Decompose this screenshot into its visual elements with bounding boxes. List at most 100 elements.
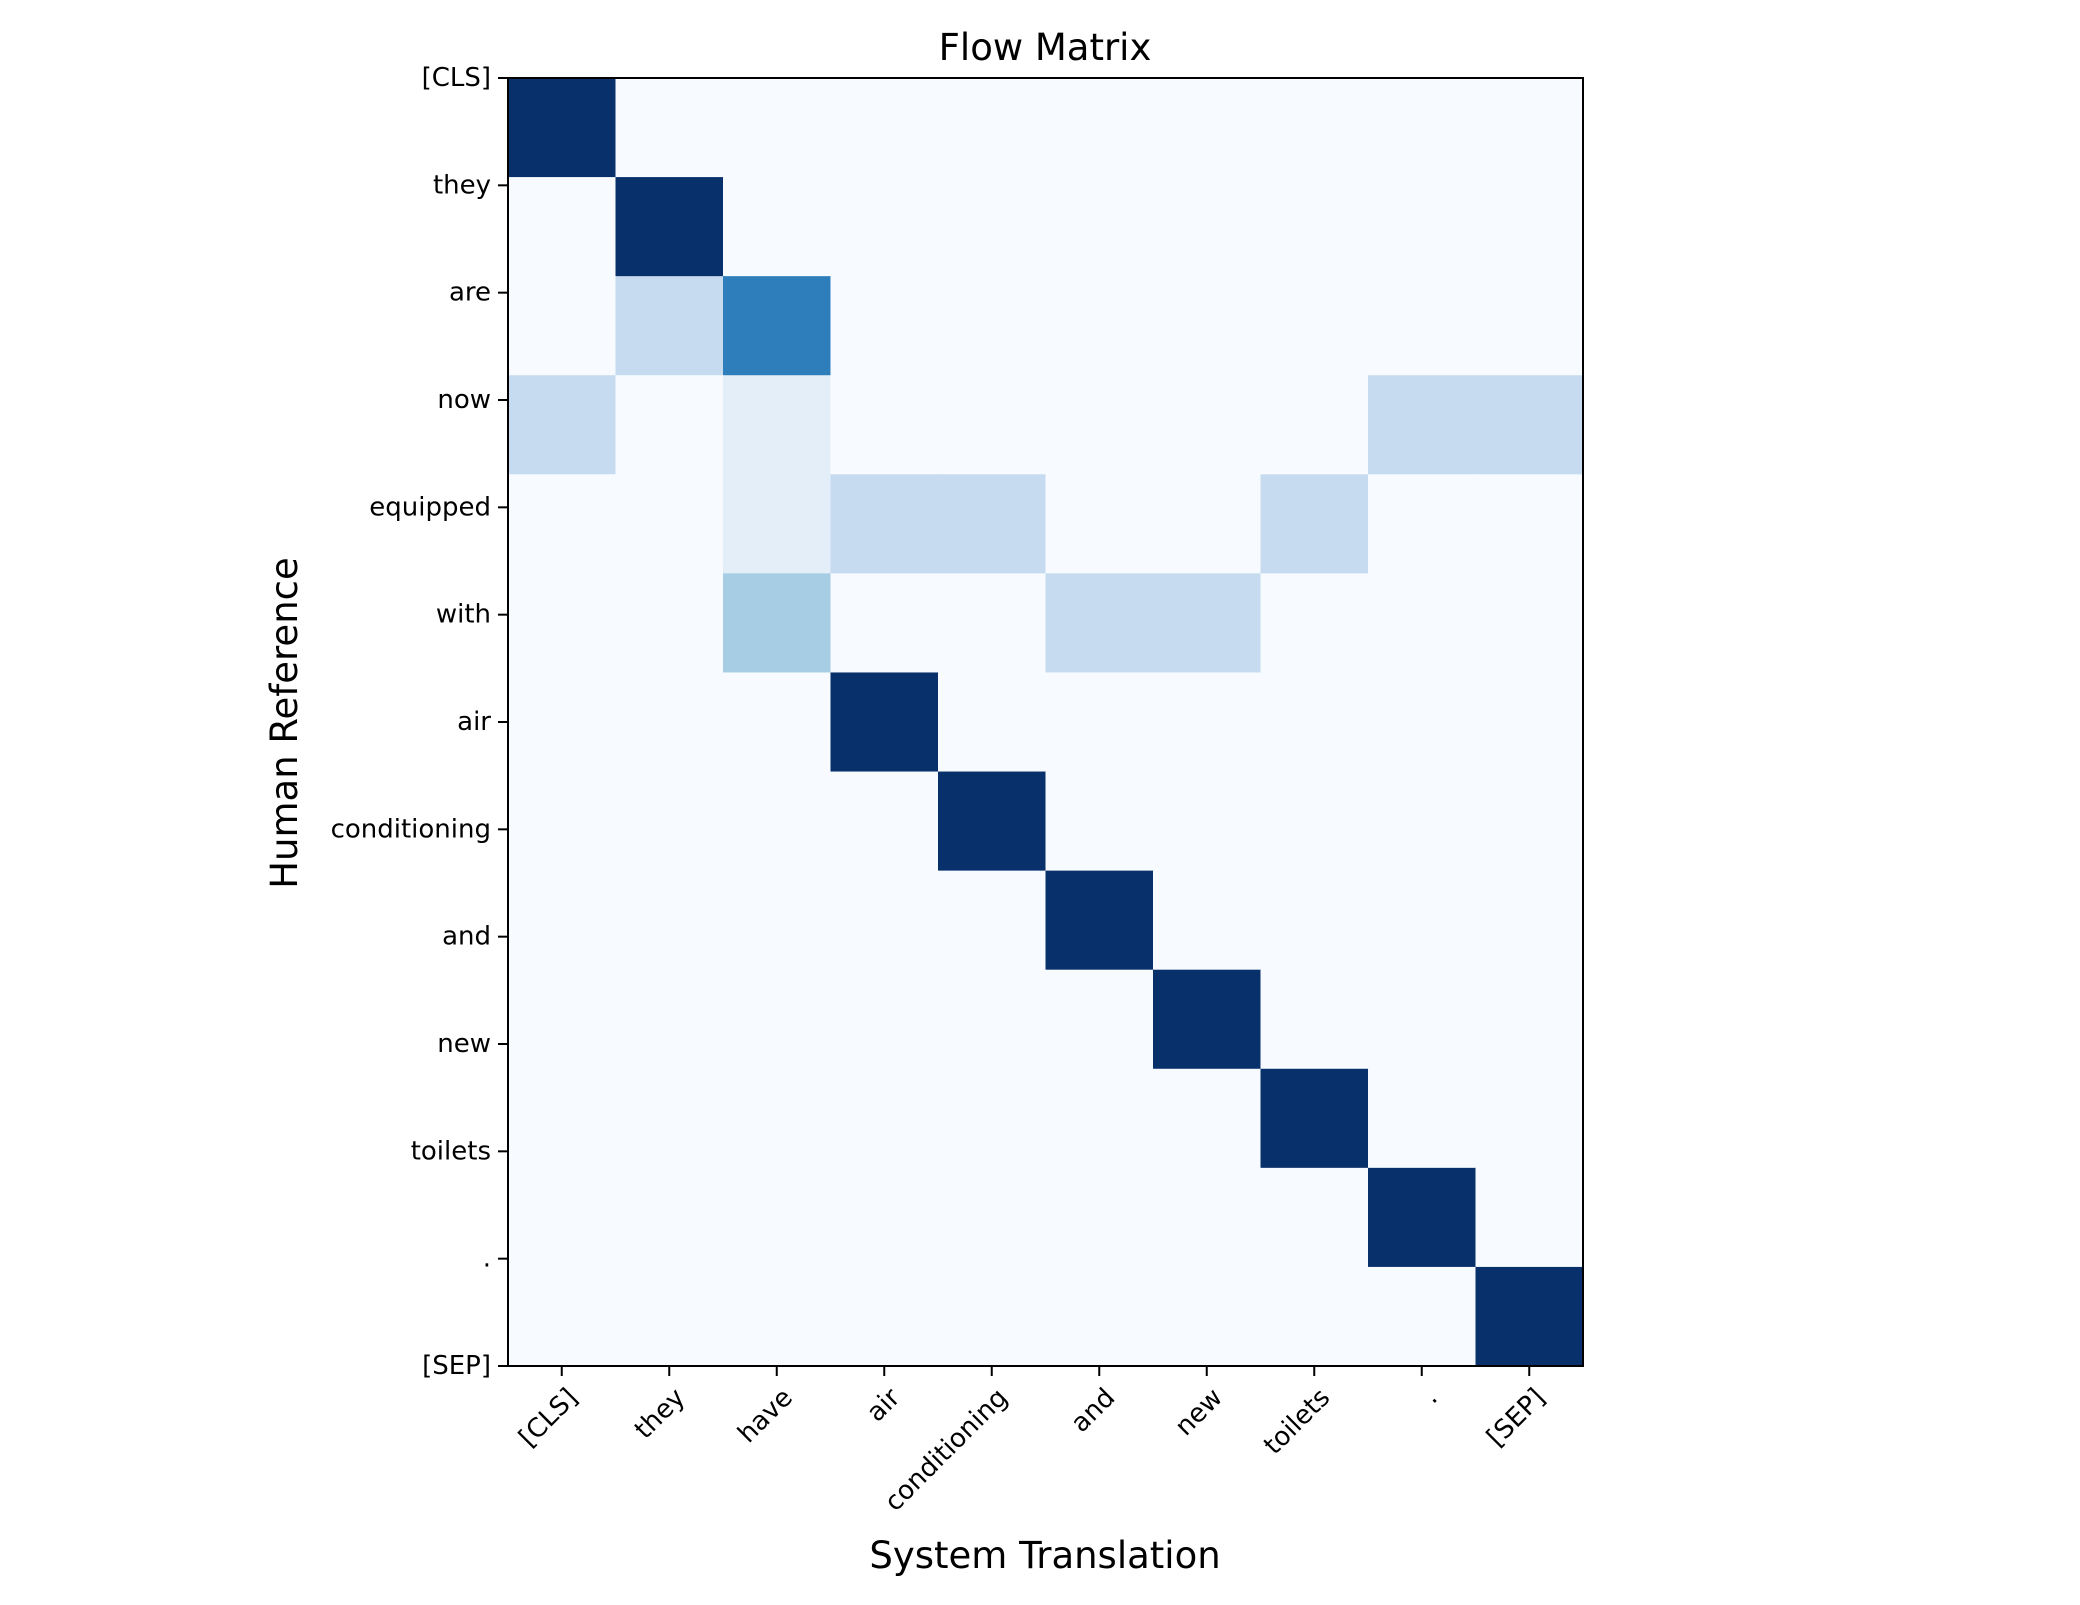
heatmap-cell	[1260, 276, 1369, 376]
heatmap-cell	[1475, 672, 1584, 773]
heatmap-cell	[508, 375, 617, 475]
heatmap-cell	[830, 672, 939, 773]
heatmap-cell	[830, 1068, 939, 1169]
heatmap-cell	[723, 78, 832, 178]
y-tick-label: they	[433, 170, 491, 200]
heatmap-cell	[1475, 969, 1584, 1070]
heatmap-cell	[723, 771, 832, 872]
heatmap-cell	[1045, 474, 1154, 574]
heatmap-cell	[1153, 474, 1262, 574]
x-tick-label: air	[861, 1383, 906, 1428]
heatmap-cell	[615, 1167, 724, 1268]
heatmap-cell	[1368, 276, 1477, 376]
heatmap-cell	[1475, 771, 1584, 872]
heatmap-cell	[508, 771, 617, 872]
y-tick-label: conditioning	[331, 814, 491, 844]
heatmap-cell	[938, 474, 1047, 574]
x-tick-label: new	[1169, 1383, 1228, 1442]
heatmap-cell	[938, 78, 1047, 178]
heatmap-cell	[1475, 375, 1584, 475]
y-axis-label: Human Reference	[263, 557, 306, 889]
heatmap-cell	[508, 474, 617, 574]
heatmap-cell	[508, 1266, 617, 1367]
heatmap-cell	[938, 1167, 1047, 1268]
heatmap-cell	[1153, 375, 1262, 475]
heatmap-cell	[938, 177, 1047, 277]
heatmap-cell	[723, 276, 832, 376]
heatmap-cell	[938, 276, 1047, 376]
heatmap-cell	[1153, 1068, 1262, 1169]
heatmap-cell	[1368, 672, 1477, 773]
heatmap-cell	[1153, 78, 1262, 178]
heatmap-cell	[830, 1167, 939, 1268]
heatmap-cell	[723, 375, 832, 475]
heatmap-cell	[723, 870, 832, 971]
heatmap-cell	[1153, 1266, 1262, 1367]
heatmap-cell	[1475, 177, 1584, 277]
heatmap-cell	[723, 969, 832, 1070]
heatmap-cell	[1260, 375, 1369, 475]
heatmap-cell	[1260, 870, 1369, 971]
heatmap-cell	[1045, 1167, 1154, 1268]
heatmap-cell	[723, 1167, 832, 1268]
heatmap-cell	[1475, 1068, 1584, 1169]
heatmap-cell	[615, 672, 724, 773]
heatmap-cell	[938, 969, 1047, 1070]
heatmap-cell	[1368, 870, 1477, 971]
heatmap-cell	[1368, 1266, 1477, 1367]
heatmap-cell	[1045, 375, 1154, 475]
y-tick-label: toilets	[411, 1136, 491, 1166]
heatmap-cell	[938, 1068, 1047, 1169]
heatmap-cell	[723, 672, 832, 773]
heatmap-cell	[1368, 1068, 1477, 1169]
x-tick-label: have	[732, 1383, 798, 1449]
heatmap-cell	[508, 276, 617, 376]
heatmap-cell	[938, 573, 1047, 674]
heatmap-cell	[1260, 78, 1369, 178]
heatmap-cell	[723, 177, 832, 277]
heatmap-cell	[1045, 672, 1154, 773]
heatmap-cell	[723, 1266, 832, 1367]
heatmap-cell	[508, 969, 617, 1070]
heatmap-cell	[1260, 771, 1369, 872]
chart-title: Flow Matrix	[939, 26, 1152, 69]
heatmap-cell	[723, 573, 832, 674]
heatmap-cell	[615, 375, 724, 475]
heatmap-cell	[1260, 1167, 1369, 1268]
heatmap-cell	[615, 276, 724, 376]
heatmap-cell	[615, 771, 724, 872]
heatmap-cell	[938, 1266, 1047, 1367]
heatmap-cell	[508, 672, 617, 773]
heatmap-cell	[1368, 78, 1477, 178]
heatmap-cell	[723, 474, 832, 574]
heatmap-cell	[1045, 969, 1154, 1070]
heatmap-cell	[1260, 474, 1369, 574]
x-tick-label: .	[1417, 1383, 1444, 1410]
heatmap-cell	[1260, 1266, 1369, 1367]
heatmap-cell	[1045, 771, 1154, 872]
y-tick-label: [SEP]	[422, 1351, 491, 1381]
y-tick-label: air	[457, 707, 491, 737]
heatmap-cell	[830, 870, 939, 971]
heatmap-cell	[1045, 870, 1154, 971]
x-tick-label: toilets	[1258, 1383, 1336, 1461]
heatmap-cell	[508, 177, 617, 277]
heatmap-cell	[1475, 1266, 1584, 1367]
heatmap-cell	[938, 771, 1047, 872]
heatmap-cell	[1045, 276, 1154, 376]
y-tick-label: new	[437, 1029, 491, 1059]
x-tick-label: [CLS]	[513, 1383, 583, 1453]
heatmap-cell	[1153, 1167, 1262, 1268]
heatmap-cell	[830, 474, 939, 574]
heatmap-cell	[1045, 1068, 1154, 1169]
heatmap-cell	[1260, 177, 1369, 277]
heatmap-cell	[938, 375, 1047, 475]
heatmap-cell	[1368, 771, 1477, 872]
y-tick-label: equipped	[369, 492, 491, 522]
heatmap-cell	[508, 1068, 617, 1169]
x-tick-label: and	[1065, 1383, 1121, 1439]
heatmap-cell	[1153, 672, 1262, 773]
